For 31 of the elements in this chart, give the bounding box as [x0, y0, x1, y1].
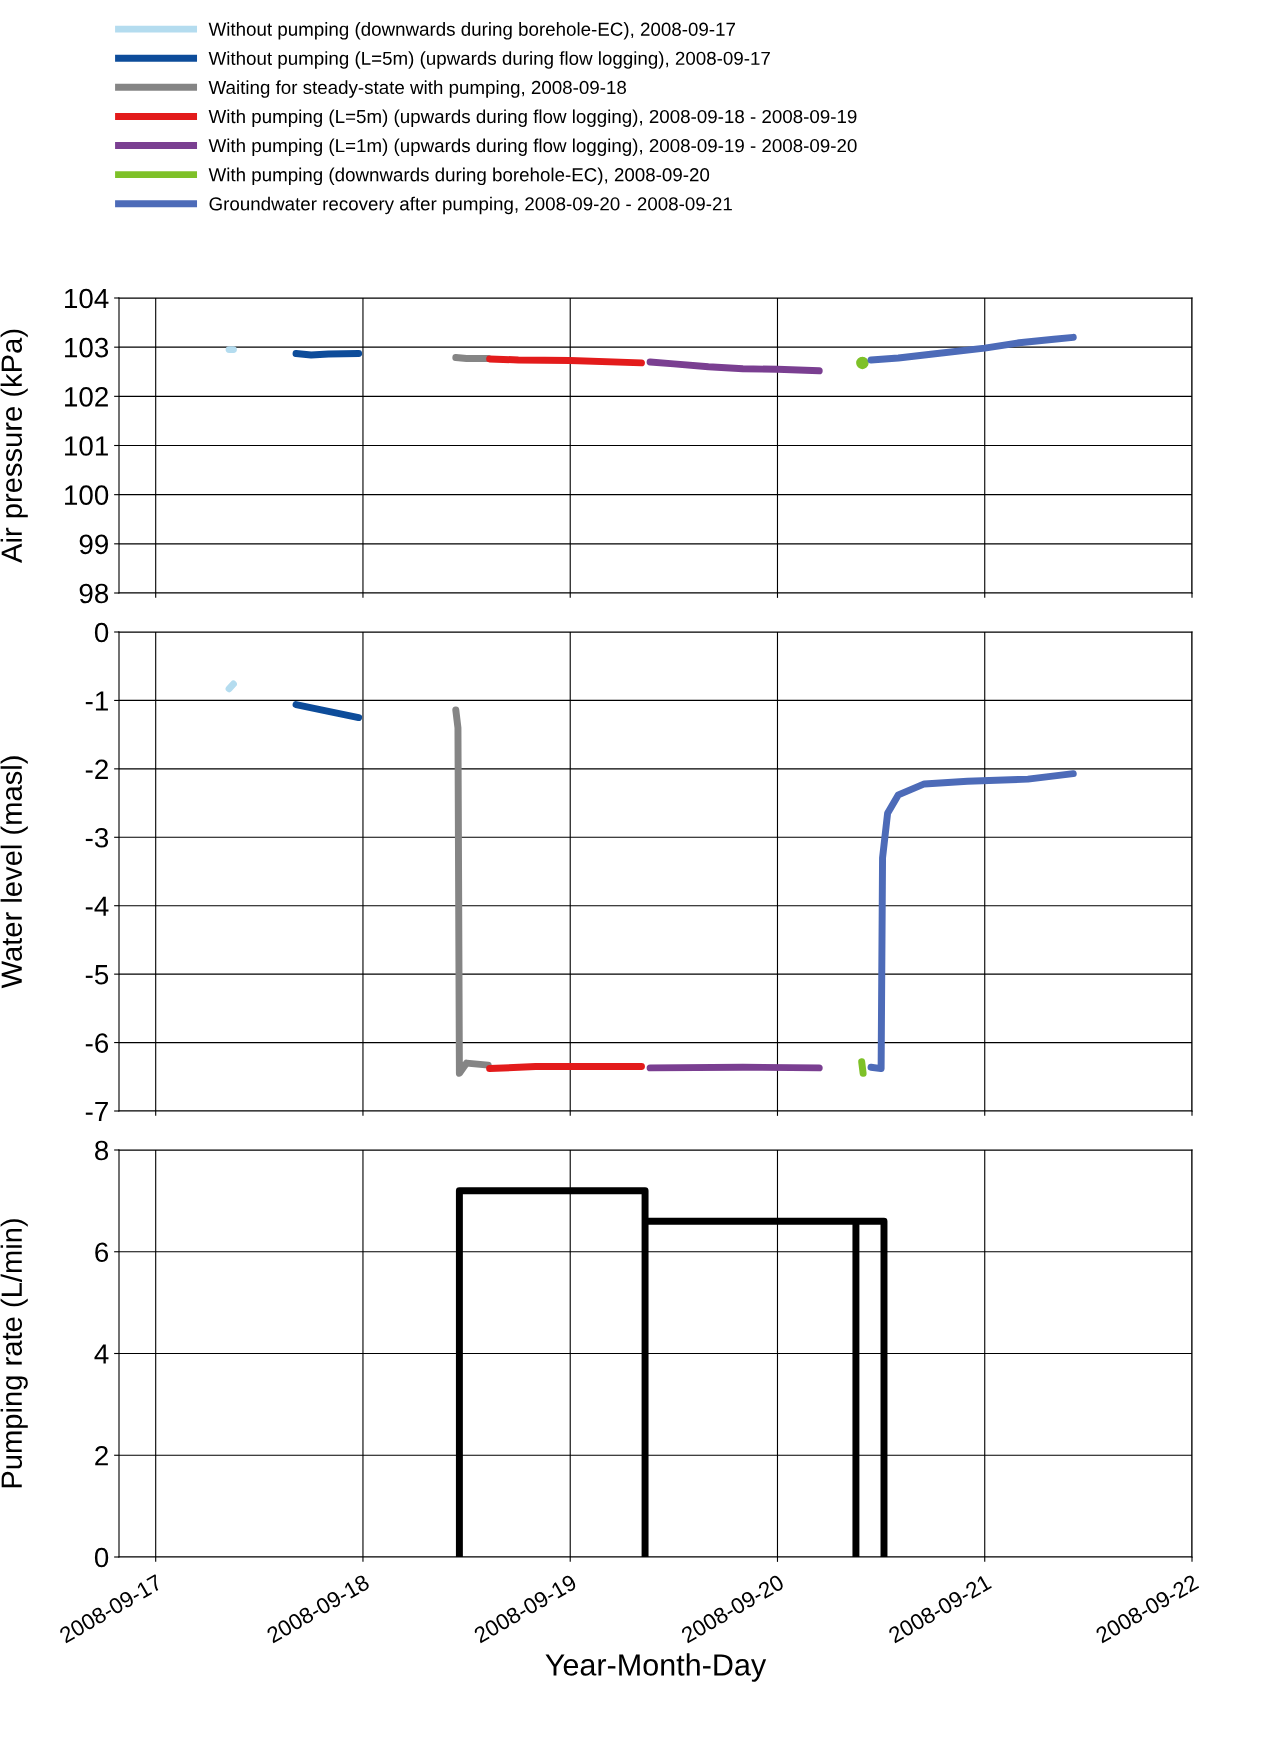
y-tick-label: -4 [85, 896, 109, 916]
y-tick-label: 8 [95, 1140, 109, 1161]
y-tick-label: -5 [85, 965, 109, 985]
legend-label: Without pumping (downwards during borehole-EC), 2008-09-17 [208, 22, 735, 40]
y-tick-label: 102 [65, 387, 108, 407]
legend-label: Without pumping (L=5m) (upwards during flow logging), 2008-09-17 [208, 51, 770, 69]
y-tick-label: 104 [65, 288, 109, 309]
y-tick-label: 0 [94, 1547, 109, 1568]
legend-label: With pumping (downwards during borehole-EC), 2008-09-20 [208, 167, 710, 186]
y-tick-label: 2 [95, 1445, 108, 1466]
y-tick-label: -3 [85, 827, 109, 848]
y-axis-title: Air pressure (kPa) [0, 329, 28, 563]
y-tick-label: 4 [94, 1344, 109, 1364]
y-tick-label: 101 [65, 436, 108, 456]
y-tick-label: 99 [79, 534, 108, 555]
y-tick-label: 100 [65, 485, 109, 506]
y-tick-label: -1 [85, 691, 108, 711]
y-tick-label: 103 [65, 337, 109, 358]
y-tick-label: -2 [85, 759, 108, 779]
y-tick-label: 6 [95, 1242, 109, 1263]
y-axis-title: Water level (masl) [0, 756, 28, 989]
y-tick-label: -6 [85, 1033, 109, 1053]
legend-label: Groundwater recovery after pumping, 2008-09-20 - 2008-09-21 [209, 196, 732, 215]
y-tick-label: 98 [79, 583, 109, 604]
x-axis-title: Year-Month-Day [545, 1653, 767, 1682]
legend-label: Waiting for steady-state with pumping, 2008-09-18 [208, 80, 627, 98]
y-axis-title: Pumping rate (L/min) [0, 1219, 28, 1488]
y-tick-label: -7 [85, 1101, 108, 1122]
legend-label: With pumping (L=1m) (upwards during flow logging), 2008-09-19 - 2008-09-20 [208, 138, 857, 156]
y-tick-label: 0 [94, 622, 109, 643]
legend-label: With pumping (L=5m) (upwards during flow logging), 2008-09-18 - 2008-09-19 [208, 109, 857, 127]
